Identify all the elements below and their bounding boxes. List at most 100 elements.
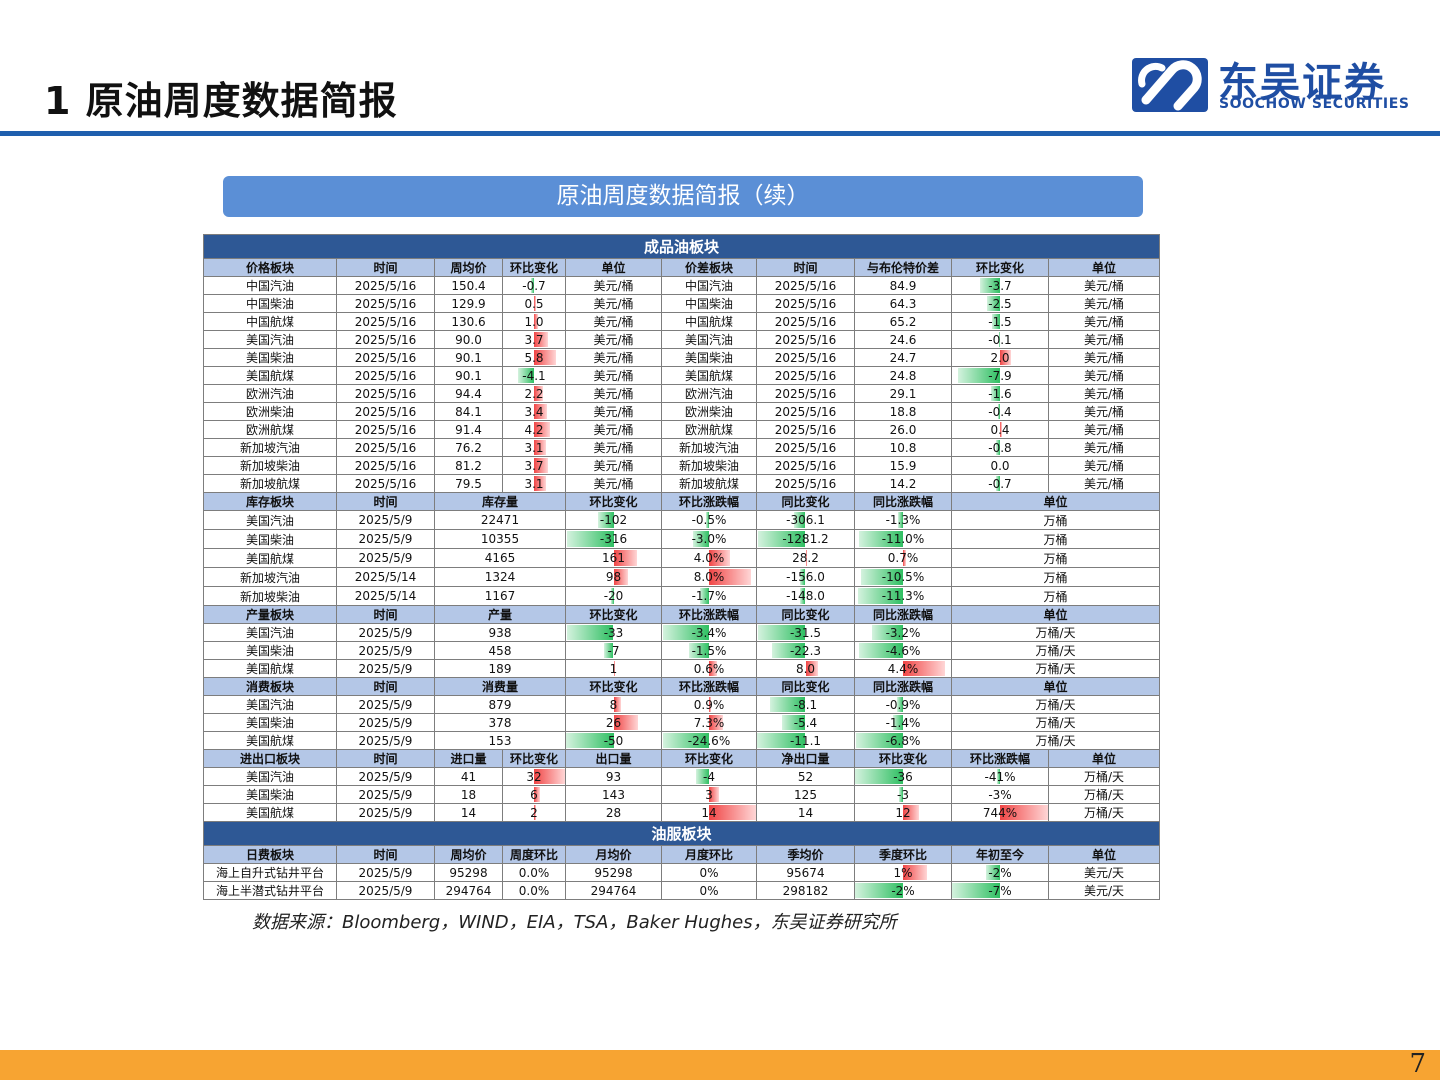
- table-cell: 中国航煤: [203, 312, 337, 331]
- table-cell: -3%: [951, 785, 1049, 804]
- table-cell: 美国航煤: [203, 659, 337, 678]
- table-cell: 新加坡汽油: [203, 438, 337, 457]
- table-cell: 新加坡柴油: [203, 456, 337, 475]
- table-cell: 2025/5/16: [336, 402, 435, 421]
- data-bar: [534, 350, 557, 365]
- table-cell: 美国汽油: [203, 510, 337, 530]
- data-bar: [991, 386, 1000, 401]
- table-cell: 24.7: [854, 348, 952, 367]
- header-cell: 时间: [336, 258, 435, 277]
- table-cell: 94.4: [434, 384, 503, 403]
- table-cell: 海上半潜式钻井平台: [203, 881, 337, 900]
- cell-value: 0.5: [524, 296, 544, 311]
- table-cell: 2025/5/16: [756, 384, 855, 403]
- cell-value: 3.7: [524, 332, 544, 347]
- table-cell: 10355: [434, 529, 566, 549]
- table-cell: 26.0: [854, 420, 952, 439]
- data-bar: [995, 440, 1000, 455]
- table-cell: 0.7%: [854, 548, 952, 568]
- table-cell: -11.1: [756, 731, 855, 750]
- table-cell: 2025/5/16: [336, 276, 435, 295]
- table-cell: 28.2: [756, 548, 855, 568]
- table-cell: -31.5: [756, 623, 855, 642]
- table-cell: 万桶/天: [1047, 803, 1161, 822]
- data-bar: [598, 512, 614, 528]
- table-cell: 14: [661, 803, 757, 822]
- header-cell: 周均价: [434, 845, 503, 864]
- table-row: 新加坡柴油 2025/5/16 81.2 3.7 美元/桶 新加坡柴油 2025/5/16 1…: [203, 456, 1161, 475]
- table-cell: 294764: [434, 881, 503, 900]
- table-cell: 64.3: [854, 294, 952, 313]
- cell-value: -102: [599, 513, 628, 527]
- table-cell: 90.0: [434, 330, 503, 349]
- cell-value: 98: [605, 570, 622, 584]
- table-cell: 458: [434, 641, 566, 660]
- data-bar: [757, 531, 806, 547]
- table-cell: 14.2: [854, 474, 952, 493]
- data-bar: [613, 661, 615, 676]
- table-cell: -156.0: [756, 567, 855, 587]
- cell-value: -3.0%: [691, 532, 727, 546]
- table-cell: 美元/桶: [1047, 366, 1161, 385]
- table-cell: 美元/桶: [565, 312, 662, 331]
- table-cell: 万桶/天: [1047, 785, 1161, 804]
- table-row: 新加坡汽油 2025/5/14 1324 98 8.0% -156.0 -10.5% 万桶: [203, 567, 1161, 587]
- data-bar: [799, 588, 806, 604]
- header-cell: 价差板块: [661, 258, 757, 277]
- data-bar: [662, 733, 709, 748]
- table-cell: 2025/5/9: [336, 785, 435, 804]
- table-cell: -102: [565, 510, 662, 530]
- table-cell: 189: [434, 659, 566, 678]
- header-cell: 环比变化: [565, 677, 662, 696]
- data-source-note: 数据来源：Bloomberg，WIND，EIA，TSA，Baker Hughes…: [252, 912, 897, 933]
- cell-value: -148.0: [786, 589, 825, 603]
- table-cell: 143: [565, 785, 662, 804]
- data-bar: [757, 625, 806, 640]
- table-cell: 2025/5/9: [336, 510, 435, 530]
- cell-value: 3: [705, 787, 713, 802]
- table-cell: 1167: [434, 586, 566, 606]
- table-cell: 2025/5/9: [336, 863, 435, 882]
- table-cell: -11.0%: [854, 529, 952, 549]
- table-cell: 26: [565, 713, 662, 732]
- table-cell: -0.8: [951, 438, 1049, 457]
- table-cell: 98: [565, 567, 662, 587]
- table-cell: 2025/5/16: [336, 348, 435, 367]
- data-bar: [757, 733, 806, 748]
- header-cell: 单位: [1047, 749, 1161, 768]
- cell-value: -3.7: [988, 278, 1012, 293]
- data-bar: [603, 643, 614, 658]
- table-cell: 2025/5/9: [336, 731, 435, 750]
- table-cell: 18: [434, 785, 503, 804]
- table-cell: 万桶: [950, 529, 1161, 549]
- cell-value: -0.1: [988, 332, 1012, 347]
- table-cell: 161: [565, 548, 662, 568]
- table-cell: 万桶/天: [950, 713, 1161, 732]
- table-cell: 76.2: [434, 438, 503, 457]
- table-cell: 新加坡航煤: [203, 474, 337, 493]
- table-cell: 美元/桶: [565, 276, 662, 295]
- cell-value: -7: [607, 643, 620, 658]
- table-cell: 0.0%: [502, 863, 566, 882]
- data-bar: [534, 458, 549, 473]
- table-cell: -316: [565, 529, 662, 549]
- cell-value: 3.1: [524, 476, 544, 491]
- cell-value: 8.0%: [693, 570, 725, 584]
- cell-value: -8.1: [793, 697, 818, 712]
- table-cell: 32: [502, 767, 566, 786]
- table-cell: 美元/桶: [565, 348, 662, 367]
- header-cell: 周度环比: [502, 845, 566, 864]
- table-cell: 新加坡柴油: [661, 456, 757, 475]
- table-cell: 美元/天: [1047, 863, 1161, 882]
- table-cell: 125: [756, 785, 855, 804]
- header-row-product: 价格板块 时间 周均价 环比变化 单位 价差板块 时间 与布伦特价差 环比变化 单位: [203, 258, 1161, 277]
- table-cell: 美国航煤: [203, 366, 337, 385]
- section-title-product: 成品油板块: [202, 234, 1161, 259]
- header-cell: 同比变化: [756, 605, 855, 624]
- header-row-trade: 进出口板块 时间 进口量 环比变化 出口量 环比变化 净出口量 环比变化 环比涨跌幅 单位: [203, 749, 1161, 768]
- table-cell: -4.1: [502, 366, 566, 385]
- table-cell: 130.6: [434, 312, 503, 331]
- data-bar: [1000, 350, 1011, 365]
- cell-value: -3.4%: [691, 625, 727, 640]
- table-cell: 万桶/天: [950, 623, 1161, 642]
